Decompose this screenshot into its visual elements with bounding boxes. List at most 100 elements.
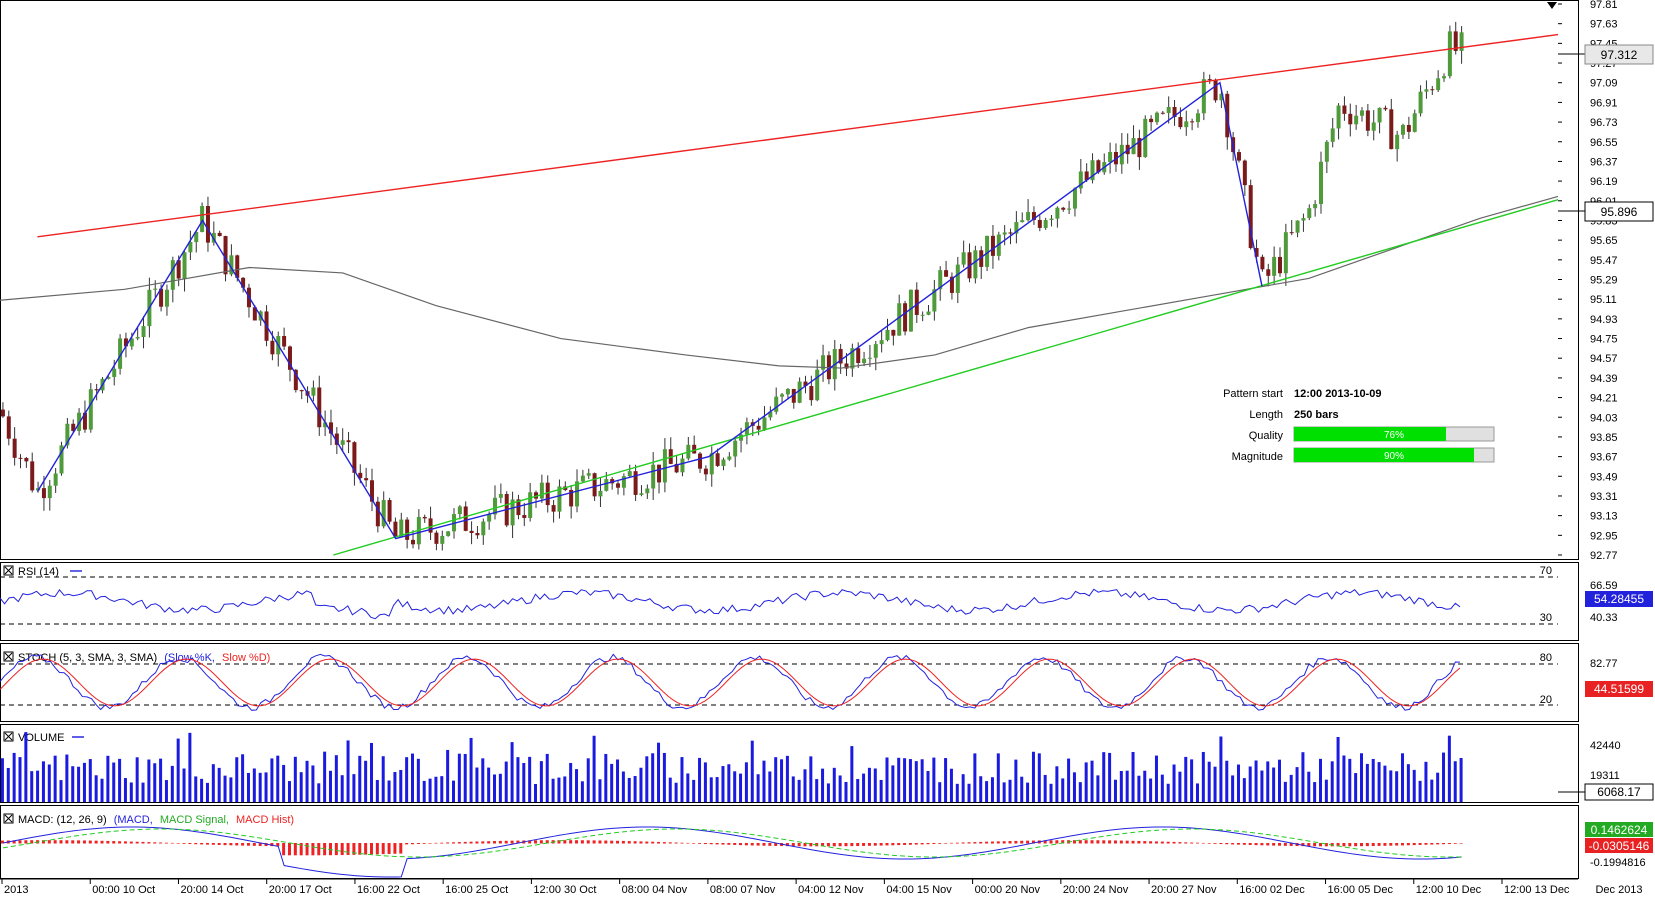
- macd-hist-bar: [1078, 840, 1082, 844]
- volume-bar: [106, 755, 110, 802]
- volume-bar: [176, 738, 180, 802]
- candle-body: [53, 473, 58, 486]
- macd-title: MACD: (12, 26, 9) (MACD, MACD Signal, MA…: [18, 814, 294, 826]
- macd-hist-bar: [539, 840, 543, 844]
- volume-bar: [633, 776, 637, 802]
- candle-body: [1360, 110, 1365, 116]
- macd-hist-bar: [217, 843, 221, 845]
- candle-body: [1195, 113, 1200, 123]
- stoch-d-label: Slow %D): [222, 652, 270, 664]
- macd-hist-bar: [1406, 843, 1410, 846]
- volume-bar: [311, 765, 315, 802]
- candle-body: [803, 381, 808, 387]
- volume-bar: [1424, 761, 1428, 802]
- volume-bar: [270, 758, 274, 802]
- time-tick-label: 04:00 15 Nov: [886, 884, 952, 896]
- time-axis-right-label: Dec 2013: [1595, 884, 1642, 896]
- macd-hist-bar: [1190, 842, 1194, 844]
- volume-bar: [1395, 771, 1399, 802]
- candle-body: [528, 492, 533, 518]
- macd-hist-bar: [1102, 840, 1106, 844]
- volume-bar: [1172, 764, 1176, 802]
- volume-bar: [821, 768, 825, 802]
- macd-hist-bar: [797, 843, 801, 847]
- candle-body: [1049, 218, 1054, 221]
- volume-bar: [305, 760, 309, 802]
- volume-bar: [12, 752, 16, 802]
- macd-hist-bar: [241, 843, 245, 846]
- time-tick-label: 04:00 12 Nov: [798, 884, 864, 896]
- macd-hist-bar: [498, 840, 502, 844]
- candle-body: [393, 521, 398, 538]
- candle-body: [112, 368, 117, 377]
- candle-body: [557, 486, 562, 512]
- macd-hist-bar: [1154, 841, 1158, 844]
- macd-hist-bar: [592, 840, 596, 844]
- candle-body: [65, 423, 70, 446]
- volume-bar: [1213, 766, 1217, 802]
- price-tick-label: 97.63: [1590, 19, 1618, 31]
- macd-hist-bar: [674, 842, 678, 844]
- macd-hist-bar: [405, 843, 409, 845]
- macd-hist-bar: [24, 840, 28, 844]
- macd-hist-bar: [493, 841, 497, 844]
- macd-hist-bar: [159, 842, 163, 844]
- candle-body: [1272, 256, 1277, 276]
- macd-hist-bar: [680, 842, 684, 844]
- scroll-arrow-icon[interactable]: [1547, 2, 1557, 9]
- volume-bar: [346, 740, 350, 802]
- macd-hist-bar: [1213, 843, 1217, 844]
- volume-bar: [182, 768, 186, 802]
- macd-hist-bar: [563, 840, 567, 844]
- volume-bar: [739, 773, 743, 802]
- volume-bar: [973, 753, 977, 802]
- candle-body: [539, 482, 544, 499]
- macd-hist-bar: [194, 843, 198, 845]
- macd-hist-bar: [955, 842, 959, 844]
- volume-bar: [1266, 761, 1270, 802]
- time-tick-label: 2013: [4, 884, 28, 896]
- macd-hist-bar: [235, 843, 239, 846]
- candle-body: [235, 255, 240, 278]
- candle-body: [838, 348, 843, 364]
- macd-hist-bar: [205, 843, 209, 845]
- macd-hist-bar: [82, 840, 86, 844]
- time-tick-label: 20:00 27 Nov: [1151, 884, 1217, 896]
- macd-hist-bar: [71, 840, 75, 844]
- price-panel: 97.8197.6397.4597.2797.0996.9196.7396.55…: [0, 0, 1654, 562]
- macd-hist-bar: [510, 840, 514, 844]
- macd-hist-label: MACD Hist): [236, 814, 294, 826]
- macd-hist-bar: [311, 843, 315, 856]
- volume-bar: [873, 768, 877, 802]
- pattern-start-value: 12:00 2013-10-09: [1294, 388, 1381, 400]
- volume-bar: [1360, 753, 1364, 802]
- volume-bar: [510, 742, 514, 802]
- volume-panel-frame: [0, 724, 1579, 803]
- volume-bar: [36, 770, 40, 802]
- pattern-info-panel: Pattern start 12:00 2013-10-09 Length 25…: [1223, 388, 1495, 463]
- volume-bar: [504, 761, 508, 802]
- candle-body: [756, 425, 761, 430]
- macd-hist-bar: [387, 843, 391, 854]
- candle-body: [1031, 212, 1036, 220]
- volume-bar: [77, 766, 81, 802]
- candle-body: [1002, 232, 1007, 235]
- volume-bar: [135, 757, 139, 802]
- candle-body: [1090, 160, 1095, 181]
- macd-hist-bar: [375, 843, 379, 855]
- macd-hist-bar: [270, 843, 274, 847]
- candle-body: [30, 461, 35, 491]
- volume-bar: [1401, 753, 1405, 802]
- volume-bar: [1084, 762, 1088, 802]
- macd-hist-bar: [657, 841, 661, 844]
- macd-hist-bar: [692, 843, 696, 844]
- macd-hist-bar: [979, 841, 983, 844]
- volume-bar: [1184, 756, 1188, 802]
- candle-body: [1026, 212, 1031, 221]
- volume-bar: [990, 777, 994, 802]
- candle-body: [323, 422, 328, 428]
- candle-body: [1354, 115, 1359, 125]
- candle-body: [182, 252, 187, 279]
- volume-bar: [598, 779, 602, 802]
